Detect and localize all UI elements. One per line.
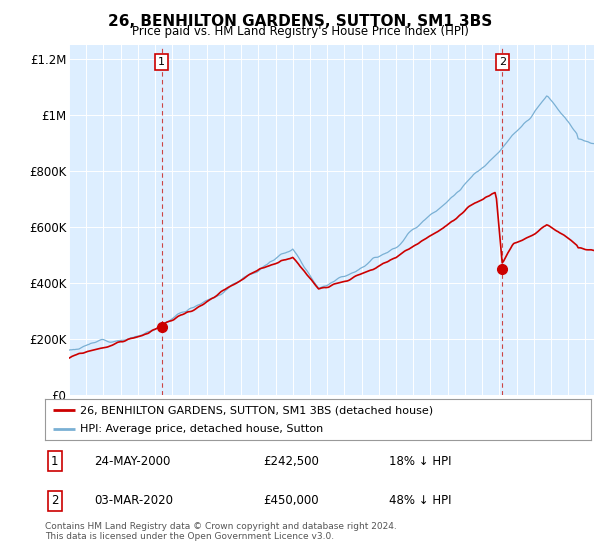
Text: £242,500: £242,500 (263, 455, 319, 468)
Text: 18% ↓ HPI: 18% ↓ HPI (389, 455, 451, 468)
Text: 2: 2 (51, 494, 59, 507)
Text: 2: 2 (499, 57, 506, 67)
Text: £450,000: £450,000 (263, 494, 319, 507)
Text: 1: 1 (51, 455, 59, 468)
Text: Contains HM Land Registry data © Crown copyright and database right 2024.: Contains HM Land Registry data © Crown c… (45, 522, 397, 531)
Text: 26, BENHILTON GARDENS, SUTTON, SM1 3BS: 26, BENHILTON GARDENS, SUTTON, SM1 3BS (108, 14, 492, 29)
Text: 26, BENHILTON GARDENS, SUTTON, SM1 3BS (detached house): 26, BENHILTON GARDENS, SUTTON, SM1 3BS (… (80, 405, 434, 415)
Text: 03-MAR-2020: 03-MAR-2020 (94, 494, 173, 507)
Text: This data is licensed under the Open Government Licence v3.0.: This data is licensed under the Open Gov… (45, 532, 334, 541)
Text: HPI: Average price, detached house, Sutton: HPI: Average price, detached house, Sutt… (80, 424, 324, 433)
Text: 24-MAY-2000: 24-MAY-2000 (94, 455, 170, 468)
Text: Price paid vs. HM Land Registry's House Price Index (HPI): Price paid vs. HM Land Registry's House … (131, 25, 469, 38)
Text: 1: 1 (158, 57, 165, 67)
Text: 48% ↓ HPI: 48% ↓ HPI (389, 494, 451, 507)
